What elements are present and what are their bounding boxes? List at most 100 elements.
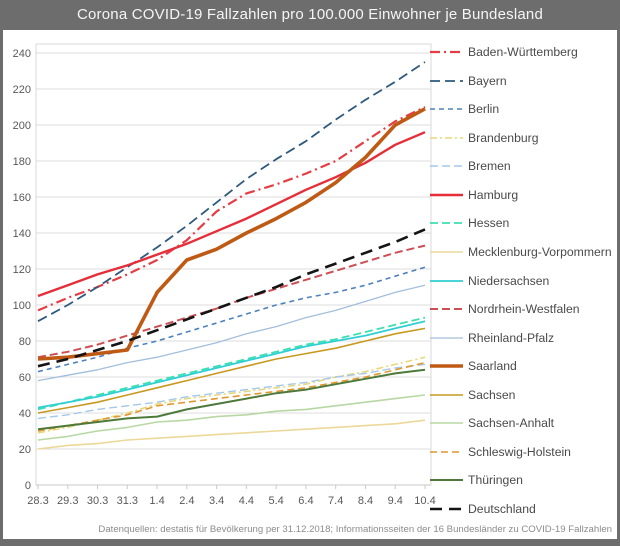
- y-tick-label-40: 40: [19, 408, 31, 420]
- legend-swatch-bremen: [430, 165, 463, 167]
- series-line-mecklenburg-vorpommern: [37, 419, 426, 450]
- legend-swatch-nordrhein-westfalen: [430, 308, 463, 311]
- legend-label-baden-wuerttemberg: Baden-Württemberg: [468, 45, 578, 59]
- series-line-bayern: [37, 61, 426, 322]
- chart-title: Corona COVID-19 Fallzahlen pro 100.000 E…: [0, 0, 620, 30]
- legend-item-bayern: Bayern: [430, 73, 612, 89]
- legend-swatch-saarland: [430, 364, 463, 368]
- plot-border: [35, 43, 432, 486]
- legend-label-berlin: Berlin: [468, 102, 500, 117]
- series-line-hessen: [37, 316, 426, 411]
- legend-label-nordrhein-westfalen: Nordrhein-Westfalen: [468, 302, 580, 317]
- plot-area: 0 20 40 60 80 100 120 140 160 180 200 220 240 28.3 29.…: [13, 43, 436, 507]
- legend-swatch-deutschland: [430, 507, 463, 511]
- legend-item-hessen: Hessen: [430, 215, 612, 231]
- series-line-deutschland: [37, 228, 426, 368]
- x-tick-label-5-4: 5.4: [269, 495, 284, 507]
- legend-label-deutschland: Deutschland: [468, 502, 536, 516]
- x-tick-label-4-4: 4.4: [239, 495, 254, 507]
- legend-item-berlin: Berlin: [430, 101, 612, 117]
- legend-item-deutschland: Deutschland: [430, 501, 612, 517]
- legend: Baden-Württemberg Bayern Berlin Brandenburg…: [430, 44, 612, 517]
- legend-label-rheinland-pfalz: Rheinland-Pfalz: [468, 330, 555, 345]
- series-line-thueringen: [37, 368, 426, 431]
- legend-item-hamburg: Hamburg: [430, 187, 612, 203]
- y-tick-label-240: 240: [13, 48, 31, 60]
- legend-swatch-sachsen-anhalt: [430, 422, 463, 425]
- series-line-niedersachsen: [37, 320, 426, 409]
- legend-swatch-bayern: [430, 79, 463, 82]
- legend-swatch-rheinland-pfalz: [430, 336, 463, 339]
- frame-left-border: [0, 30, 3, 546]
- legend-label-hamburg: Hamburg: [468, 187, 519, 202]
- legend-swatch-hessen: [430, 222, 463, 225]
- legend-label-sachsen: Sachsen: [468, 387, 516, 402]
- series-line-nordrhein-westfalen: [37, 244, 426, 359]
- legend-swatch-schleswig-holstein: [430, 451, 463, 453]
- x-tick-label-9-4: 9.4: [388, 495, 403, 507]
- legend-swatch-berlin: [430, 108, 463, 110]
- legend-item-sachsen: Sachsen: [430, 387, 612, 403]
- series-line-sachsen-anhalt: [37, 394, 426, 441]
- x-tick-label-3-4: 3.4: [209, 495, 224, 507]
- legend-item-schleswig-holstein: Schleswig-Holstein: [430, 444, 612, 460]
- legend-item-thueringen: Thüringen: [430, 472, 612, 488]
- series-line-baden-wuerttemberg: [37, 106, 426, 312]
- legend-label-brandenburg: Brandenburg: [468, 130, 539, 145]
- legend-label-hessen: Hessen: [468, 216, 510, 231]
- legend-swatch-mecklenburg-vorpommern: [430, 251, 463, 253]
- legend-item-baden-wuerttemberg: Baden-Württemberg: [430, 44, 612, 60]
- y-tick-label-0: 0: [25, 480, 31, 492]
- legend-label-bayern: Bayern: [468, 73, 507, 88]
- legend-label-saarland: Saarland: [468, 359, 517, 374]
- y-tick-label-100: 100: [13, 300, 31, 312]
- legend-label-mecklenburg-vorpommern: Mecklenburg-Vorpommern: [468, 244, 612, 259]
- legend-item-mecklenburg-vorpommern: Mecklenburg-Vorpommern: [430, 244, 612, 260]
- footer-note: Datenquellen: destatis für Bevölkerung p…: [98, 524, 612, 535]
- x-tick-label-31-3: 31.3: [117, 495, 138, 507]
- y-tick-label-20: 20: [19, 444, 31, 456]
- legend-item-nordrhein-westfalen: Nordrhein-Westfalen: [430, 301, 612, 317]
- legend-swatch-thueringen: [430, 479, 463, 482]
- x-tick-label-1-4: 1.4: [149, 495, 164, 507]
- legend-swatch-niedersachsen: [430, 279, 463, 282]
- x-tick-label-29-3: 29.3: [57, 495, 78, 507]
- y-tick-label-160: 160: [13, 192, 31, 204]
- legend-swatch-brandenburg: [430, 136, 463, 139]
- legend-item-niedersachsen: Niedersachsen: [430, 273, 612, 289]
- x-tick-label-10-4: 10.4: [414, 495, 435, 507]
- legend-swatch-sachsen: [430, 393, 463, 396]
- x-tick-label-8-4: 8.4: [358, 495, 373, 507]
- frame-right-border: [617, 30, 620, 546]
- legend-item-sachsen-anhalt: Sachsen-Anhalt: [430, 415, 612, 431]
- series-line-saarland: [37, 107, 426, 361]
- legend-label-bremen: Bremen: [468, 159, 511, 174]
- legend-item-brandenburg: Brandenburg: [430, 130, 612, 146]
- y-tick-label-200: 200: [13, 120, 31, 132]
- y-tick-label-180: 180: [13, 156, 31, 168]
- legend-item-bremen: Bremen: [430, 158, 612, 174]
- legend-item-rheinland-pfalz: Rheinland-Pfalz: [430, 330, 612, 346]
- y-tick-label-140: 140: [13, 228, 31, 240]
- y-tick-label-120: 120: [13, 264, 31, 276]
- y-tick-label-60: 60: [19, 372, 31, 384]
- series-line-berlin: [37, 266, 426, 373]
- series-line-rheinland-pfalz: [37, 284, 426, 382]
- x-tick-label-2-4: 2.4: [179, 495, 194, 507]
- legend-label-sachsen-anhalt: Sachsen-Anhalt: [468, 416, 555, 431]
- x-tick-label-30-3: 30.3: [87, 495, 108, 507]
- x-tick-label-28-3: 28.3: [27, 495, 48, 507]
- series-line-hamburg: [37, 131, 426, 298]
- series-line-bremen: [37, 363, 426, 420]
- legend-label-niedersachsen: Niedersachsen: [468, 273, 550, 288]
- y-tick-label-220: 220: [13, 84, 31, 96]
- y-tick-label-80: 80: [19, 336, 31, 348]
- legend-label-schleswig-holstein: Schleswig-Holstein: [468, 444, 571, 459]
- series-line-brandenburg: [37, 356, 426, 434]
- legend-item-saarland: Saarland: [430, 358, 612, 374]
- legend-swatch-hamburg: [430, 193, 463, 197]
- frame-bottom-bar: [0, 539, 620, 546]
- x-tick-label-6-4: 6.4: [298, 495, 313, 507]
- series-line-sachsen: [37, 327, 426, 414]
- legend-swatch-baden-wuerttemberg: [430, 50, 463, 54]
